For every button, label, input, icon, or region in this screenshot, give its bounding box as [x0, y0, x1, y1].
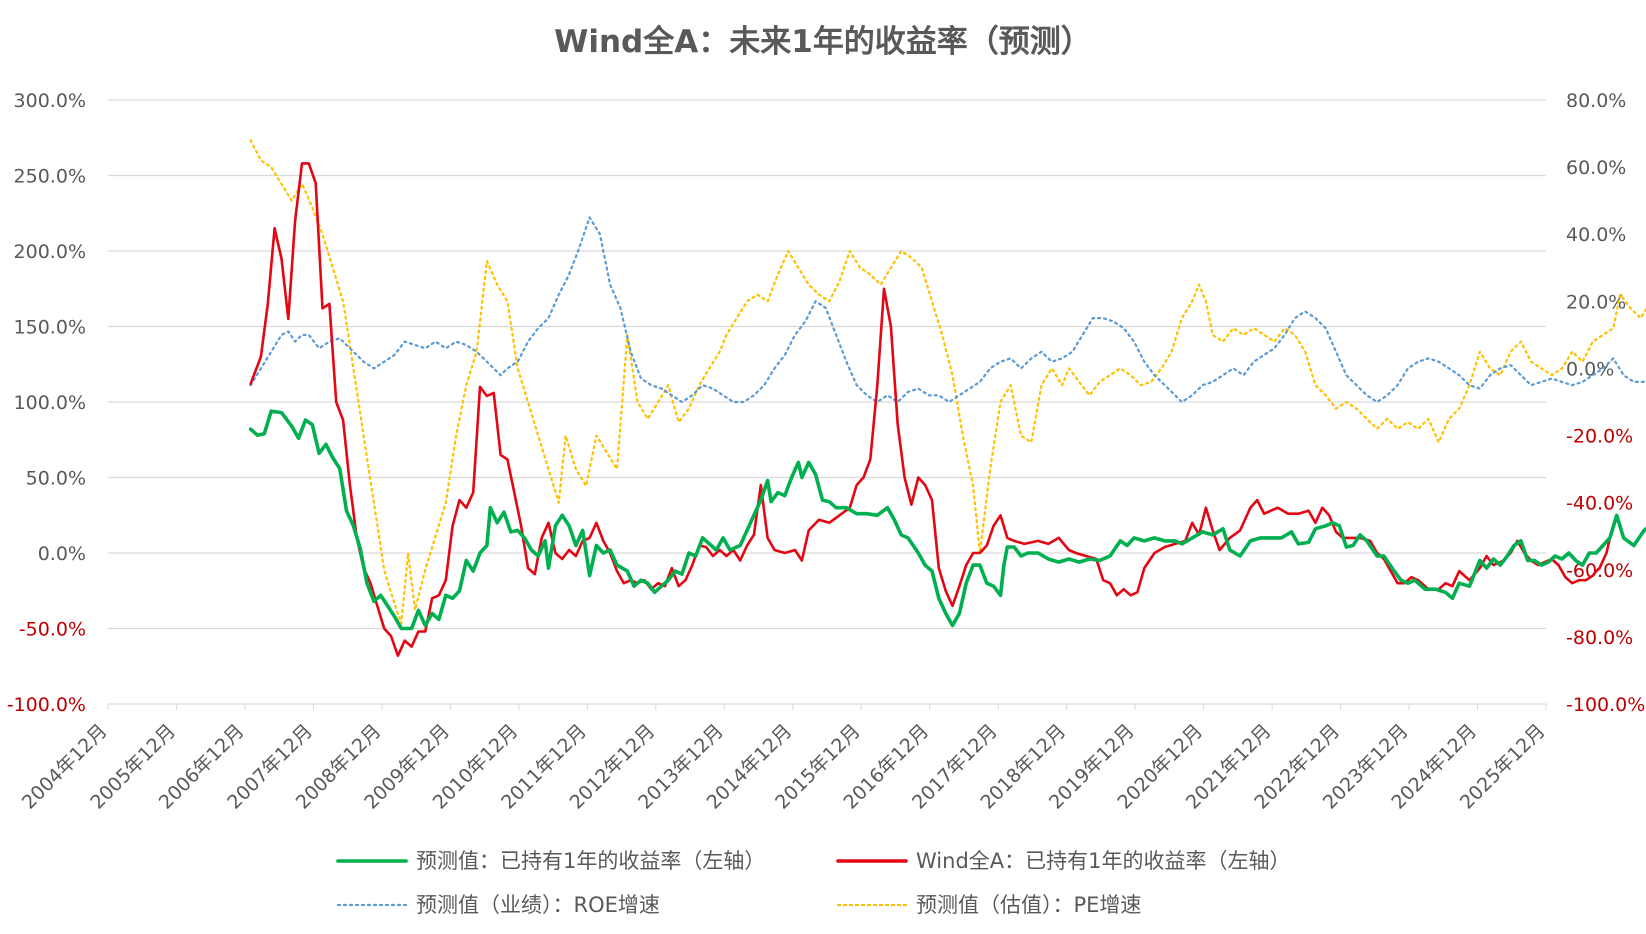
left-tick-label: -50.0%	[19, 619, 86, 641]
right-tick-label: -100.0%	[1566, 694, 1645, 716]
right-tick-label: -60.0%	[1566, 560, 1633, 582]
series-line	[249, 139, 1646, 625]
right-tick-label: 40.0%	[1566, 224, 1626, 246]
x-axis: 2004年12月2005年12月2006年12月2007年12月2008年12月…	[18, 704, 1550, 814]
left-tick-label: 200.0%	[14, 241, 86, 263]
series-line	[248, 409, 1646, 631]
left-tick-label: 0.0%	[38, 543, 86, 565]
right-tick-label: 20.0%	[1566, 291, 1626, 313]
right-tick-label: -40.0%	[1566, 493, 1633, 515]
left-tick-label: 50.0%	[26, 468, 86, 490]
right-tick-label: 60.0%	[1566, 157, 1626, 179]
left-axis: 300.0% 250.0% 200.0% 150.0% 100.0% 50.0% 0.0% -…	[7, 90, 86, 716]
left-tick-label: 150.0%	[14, 317, 86, 339]
left-tick-label: 250.0%	[14, 166, 86, 188]
left-tick-label: 100.0%	[14, 392, 86, 414]
left-tick-label: 300.0%	[14, 90, 86, 112]
right-tick-label: -20.0%	[1566, 426, 1633, 448]
legend: 预测值：已持有1年的收益率（左轴） Wind全A：已持有1年的收益率（左轴） 预测值…	[336, 849, 1291, 917]
series-layer	[248, 139, 1646, 657]
chart-title: Wind全A：未来1年的收益率（预测）	[554, 24, 1092, 60]
legend-label: 预测值：已持有1年的收益率（左轴）	[416, 849, 765, 873]
right-tick-label: 0.0%	[1566, 358, 1614, 380]
grid	[108, 99, 1546, 705]
legend-label: 预测值（业绩）：ROE增速	[416, 893, 660, 917]
right-axis: 80.0% 60.0% 40.0% 20.0% 0.0% -20.0% -40.0% -60.…	[1566, 90, 1645, 716]
right-tick-label: -80.0%	[1566, 627, 1633, 649]
left-tick-label: -100.0%	[7, 694, 86, 716]
right-tick-label: 80.0%	[1566, 90, 1626, 112]
legend-label: 预测值（估值）：PE增速	[916, 893, 1141, 917]
legend-label: Wind全A：已持有1年的收益率（左轴）	[916, 849, 1291, 873]
series-line	[249, 162, 1612, 657]
series-line	[249, 216, 1646, 404]
